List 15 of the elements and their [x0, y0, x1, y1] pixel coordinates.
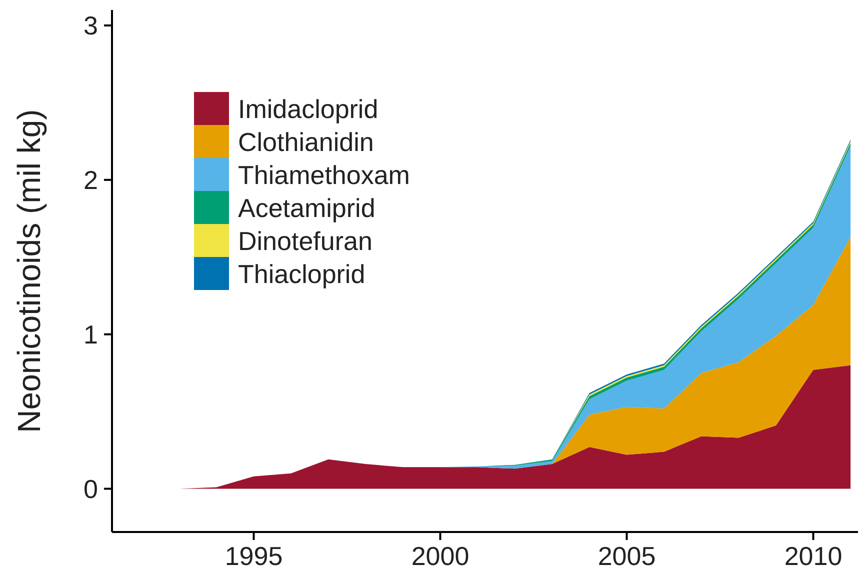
- y-tick-label: 0: [84, 474, 98, 504]
- x-tick-label: 2000: [411, 541, 470, 571]
- y-tick-label: 1: [84, 319, 98, 350]
- legend-label: Dinotefuran: [238, 226, 372, 256]
- x-tick-label: 2010: [784, 541, 842, 571]
- legend-label: Clothianidin: [238, 127, 374, 158]
- y-axis-title: Neonicotinoids (mil kg): [11, 109, 47, 433]
- y-tick-label: 2: [84, 164, 98, 195]
- legend-label: Acetamiprid: [238, 193, 376, 224]
- x-tick-label: 1995: [224, 541, 283, 571]
- y-tick-label: 3: [84, 10, 98, 41]
- legend-label: Thiacloprid: [238, 259, 366, 290]
- x-tick-label: 2005: [598, 541, 656, 571]
- legend-label: Imidacloprid: [238, 94, 378, 124]
- legend-label: Thiamethoxam: [238, 160, 410, 190]
